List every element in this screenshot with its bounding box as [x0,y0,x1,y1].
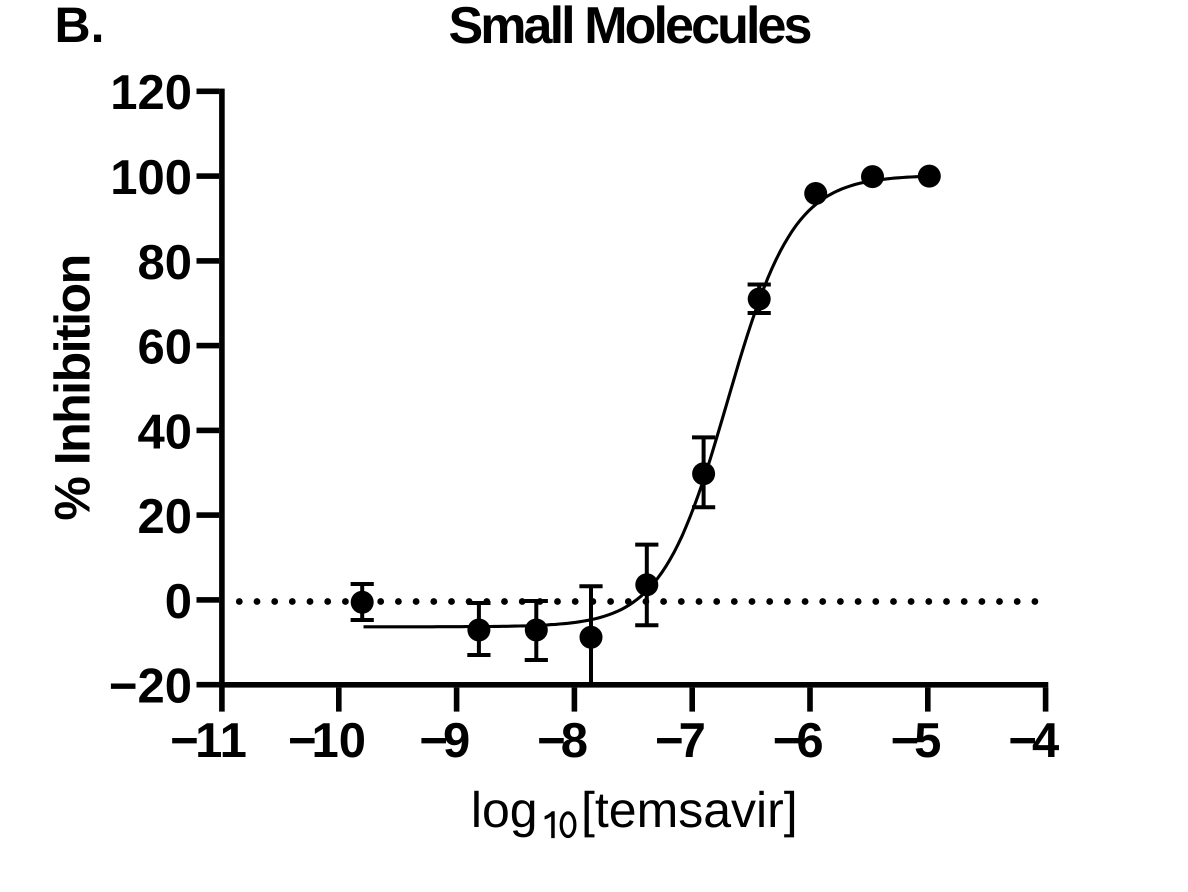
svg-text:20: 20 [137,490,192,544]
svg-text:9: 9 [443,714,470,768]
svg-text:0: 0 [165,575,192,629]
svg-text:−: − [170,714,199,768]
svg-text:−: − [773,714,802,768]
svg-text:80: 80 [137,236,192,290]
svg-text:Small Molecules: Small Molecules [448,0,810,55]
svg-text:120: 120 [110,66,192,120]
svg-text:−: − [655,714,684,768]
svg-text:% Inhibition: % Inhibition [45,255,101,520]
svg-text:8: 8 [561,714,588,768]
svg-text:4: 4 [1032,714,1059,768]
svg-text:−: − [537,714,566,768]
svg-text:5: 5 [914,714,941,768]
svg-text:60: 60 [137,321,192,375]
svg-text:40: 40 [137,405,192,459]
svg-text:−: − [288,714,317,768]
svg-text:−: − [891,714,920,768]
svg-text:11: 11 [195,714,247,768]
svg-text:B.: B. [55,0,105,53]
svg-text:−: − [419,714,448,768]
svg-text:7: 7 [679,714,706,768]
svg-text:log: log [471,782,538,838]
svg-text:6: 6 [796,714,823,768]
svg-text:−: − [1008,714,1037,768]
svg-text:−20: −20 [109,660,192,714]
svg-text:10: 10 [312,714,367,768]
svg-text:[temsavir]: [temsavir] [581,782,798,838]
svg-text:100: 100 [110,151,192,205]
